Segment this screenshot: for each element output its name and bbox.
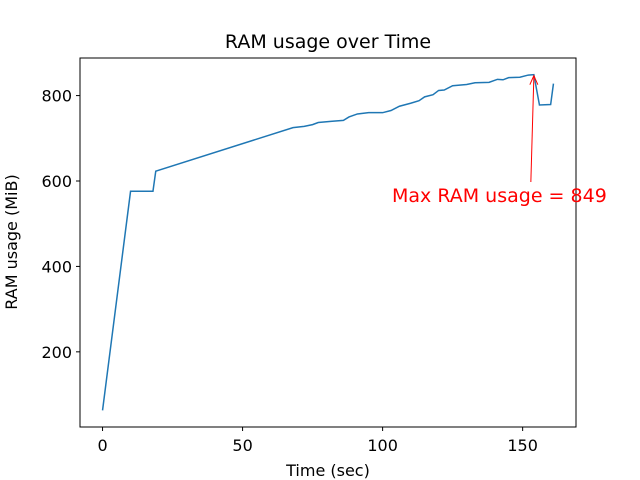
x-tick-label: 0: [97, 436, 107, 455]
plot-frame: [79, 57, 577, 428]
x-tick-label: 100: [367, 436, 398, 455]
annotation-arrowhead: [529, 74, 539, 85]
y-tick-label: 600: [41, 172, 72, 191]
x-tick-label: 50: [232, 436, 252, 455]
y-tick-label: 200: [41, 343, 72, 362]
y-tick-label: 400: [41, 257, 72, 276]
chart-title: RAM usage over Time: [225, 31, 431, 53]
x-axis-label: Time (sec): [285, 461, 370, 480]
data-line: [101, 73, 555, 411]
y-axis-label: RAM usage (MiB): [2, 174, 21, 309]
annotation-arrow: [530, 76, 535, 183]
annotation: Max RAM usage = 849: [392, 185, 607, 207]
x-tick-label: 150: [507, 436, 538, 455]
y-tick-label: 800: [41, 87, 72, 106]
